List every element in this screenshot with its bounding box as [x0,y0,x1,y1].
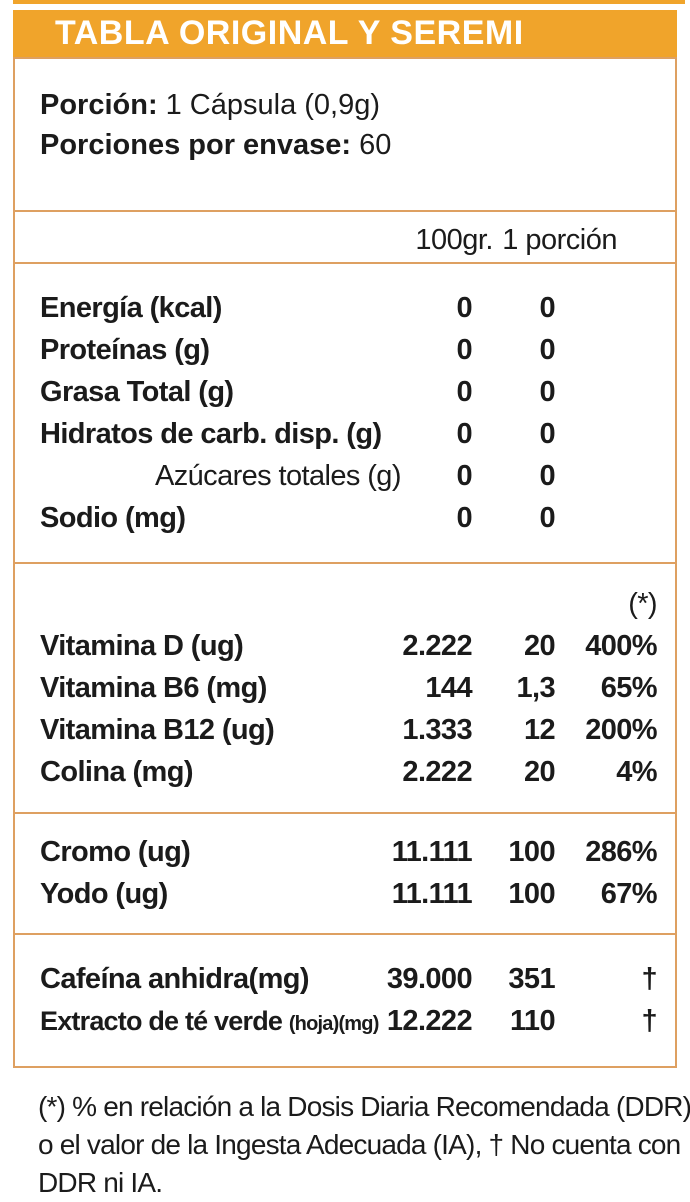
divider [15,812,675,814]
value-per-100g: 39.000 [386,963,473,995]
nutrient-name: Cromo (ug) [40,836,191,868]
nutrient-row: Cafeína anhidra(mg) 39.000 351 † [15,959,675,1001]
value-per-portion: 0 [539,375,555,408]
divider [15,210,675,212]
value-per-100g: 0 [456,333,472,366]
value-per-100g: 2.222 [402,755,472,788]
footnote-line: o el valor de la Ingesta Adecuada (IA), … [38,1129,681,1160]
nutrient-row: Sodio (mg) 0 0 [15,497,675,539]
nutrient-row: Vitamina D (ug) 2.222 20 400% [15,625,675,667]
value-per-portion: 20 [523,755,556,788]
divider [15,262,675,264]
value-per-100g: 11.111 [391,878,473,910]
nutrient-row: Yodo (ug) 11.111 100 67% [15,874,675,916]
nutrient-name: Vitamina B6 (mg) [40,671,267,704]
nutrient-row: Colina (mg) 2.222 20 4% [15,751,675,793]
footnote-line: DDR ni IA. [38,1167,163,1198]
value-per-portion: 0 [539,501,555,534]
nutrient-name: Cafeína anhidra(mg) [40,963,310,995]
ddr-marker-row: (*) [15,583,675,625]
nutrient-name: Sodio (mg) [40,501,186,534]
value-per-portion: 20 [523,629,556,662]
footnote: (*) % en relación a la Dosis Diaria Reco… [38,1088,690,1202]
servings-per-container-value: 60 [359,129,392,161]
value-per-100g: 144 [425,671,472,704]
nutrient-row: Vitamina B6 (mg) 144 1,3 65% [15,667,675,709]
value-per-portion: 110 [510,1005,556,1037]
value-per-100g: 0 [456,459,472,492]
section-macronutrients: Energía (kcal) 0 0 Proteínas (g) 0 0 Grasa Tot… [15,264,675,562]
nutrient-name: Hidratos de carb. disp. (g) [40,417,382,450]
nutrient-name-suffix: (hoja)(mg) [288,1013,380,1035]
value-ddr-percent: 4% [616,755,657,788]
nutrient-name: Proteínas (g) [40,333,210,366]
nutrient-row: Grasa Total (g) 0 0 [15,371,675,413]
value-per-100g: 0 [456,417,472,450]
value-ddr-percent: 400% [585,629,657,662]
value-per-portion: 0 [539,333,555,366]
value-per-100g: 2.222 [402,629,472,662]
value-per-portion: 100 [508,878,555,910]
nutrient-name: Extracto de té verde (hoja)(mg) [40,1006,379,1036]
divider [15,933,675,935]
servings-per-container-line: Porciones por envase: 60 [40,125,675,165]
nutrient-row: Extracto de té verde (hoja)(mg) 12.222 110… [15,1001,675,1043]
nutrient-row: Energía (kcal) 0 0 [15,287,675,329]
nutrient-name: Vitamina B12 (ug) [40,713,275,746]
top-edge-strip [13,0,685,4]
ddr-marker: (*) [628,587,657,620]
value-per-100g: 11.111 [391,836,473,868]
table-title-bar: TABLA ORIGINAL Y SEREMI [13,10,677,57]
nutrient-row: Hidratos de carb. disp. (g) 0 0 [15,413,675,455]
divider [15,562,675,564]
nutrient-row: Vitamina B12 (ug) 1.333 12 200% [15,709,675,751]
value-ddr-percent: † [641,1005,657,1037]
value-ddr-percent: 65% [600,671,658,704]
portion-value: 1 Cápsula (0,9g) [165,89,381,121]
column-header-per-100g: 100gr. [415,224,493,256]
portion-line: Porción: 1 Cápsula (0,9g) [40,85,675,125]
value-per-portion: 12 [523,713,556,746]
nutrient-name: Energía (kcal) [40,291,222,324]
nutrient-name: Grasa Total (g) [40,375,234,408]
value-per-100g: 12.222 [386,1005,473,1037]
nutrient-name: Vitamina D (ug) [40,629,244,662]
value-ddr-percent: † [641,963,657,995]
nutrient-row: Azúcares totales (g) 0 0 [15,455,675,497]
value-per-portion: 1,3 [516,671,555,704]
value-ddr-percent: 67% [600,878,658,910]
value-per-100g: 1.333 [402,713,472,746]
nutrient-row: Proteínas (g) 0 0 [15,329,675,371]
column-header-row: 100gr. 1 porción [15,212,675,262]
nutrient-name: Yodo (ug) [40,878,168,910]
serving-info: Porción: 1 Cápsula (0,9g) Porciones por e… [15,59,675,210]
value-per-portion: 0 [539,417,555,450]
value-per-portion: 0 [539,459,555,492]
value-ddr-percent: 200% [585,713,657,746]
servings-per-container-label: Porciones por envase: [40,129,352,161]
value-per-portion: 100 [508,836,555,868]
value-per-100g: 0 [456,501,472,534]
page-title: TABLA ORIGINAL Y SEREMI [55,14,524,52]
section-minerals: Cromo (ug) 11.111 100 286% Yodo (ug) 11.111 10… [15,814,675,933]
value-per-portion: 0 [539,291,555,324]
nutrition-table: Porción: 1 Cápsula (0,9g) Porciones por e… [13,57,677,1068]
nutrient-row: Cromo (ug) 11.111 100 286% [15,832,675,874]
value-per-portion: 351 [508,963,555,995]
value-ddr-percent: 286% [585,836,657,868]
column-header-per-portion: 1 porción [502,224,617,256]
footnote-line: (*) % en relación a la Dosis Diaria Reco… [38,1091,690,1122]
portion-label: Porción: [40,89,158,121]
nutrient-name: Colina (mg) [40,755,193,788]
nutrient-name: Azúcares totales (g) [155,459,401,492]
value-per-100g: 0 [456,375,472,408]
section-other-ingredients: Cafeína anhidra(mg) 39.000 351 † Extracto de… [15,935,675,1066]
section-vitamins: (*) Vitamina D (ug) 2.222 20 400% Vitamina B6… [15,564,675,812]
value-per-100g: 0 [456,291,472,324]
